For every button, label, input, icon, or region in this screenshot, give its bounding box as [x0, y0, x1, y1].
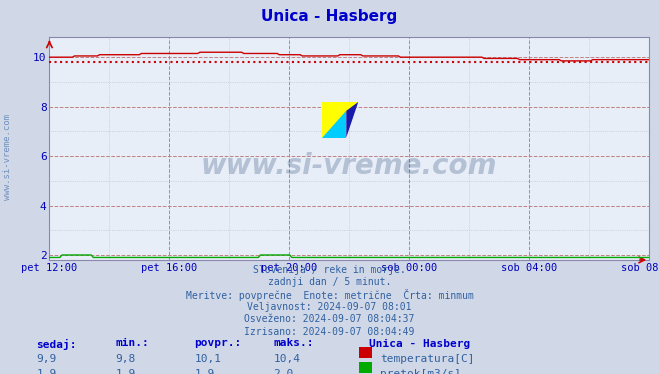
Text: min.:: min.: — [115, 338, 149, 349]
Text: pretok[m3/s]: pretok[m3/s] — [380, 369, 461, 374]
Polygon shape — [322, 102, 358, 138]
Text: sedaj:: sedaj: — [36, 338, 76, 349]
Text: Unica - Hasberg: Unica - Hasberg — [262, 9, 397, 24]
Text: 2,0: 2,0 — [273, 369, 294, 374]
Text: 10,4: 10,4 — [273, 354, 301, 364]
Text: zadnji dan / 5 minut.: zadnji dan / 5 minut. — [268, 277, 391, 287]
Text: Veljavnost: 2024-09-07 08:01: Veljavnost: 2024-09-07 08:01 — [247, 302, 412, 312]
Text: 1,9: 1,9 — [194, 369, 215, 374]
Polygon shape — [322, 111, 346, 138]
Text: www.si-vreme.com: www.si-vreme.com — [201, 153, 498, 181]
Text: www.si-vreme.com: www.si-vreme.com — [3, 114, 13, 200]
Text: 9,9: 9,9 — [36, 354, 57, 364]
Text: povpr.:: povpr.: — [194, 338, 242, 349]
Text: Osveženo: 2024-09-07 08:04:37: Osveženo: 2024-09-07 08:04:37 — [244, 314, 415, 324]
Text: temperatura[C]: temperatura[C] — [380, 354, 474, 364]
Text: Meritve: povprečne  Enote: metrične  Črta: minmum: Meritve: povprečne Enote: metrične Črta:… — [186, 289, 473, 301]
Text: 9,8: 9,8 — [115, 354, 136, 364]
Text: Slovenija / reke in morje.: Slovenija / reke in morje. — [253, 265, 406, 275]
Text: Izrisano: 2024-09-07 08:04:49: Izrisano: 2024-09-07 08:04:49 — [244, 327, 415, 337]
Text: 1,9: 1,9 — [115, 369, 136, 374]
Text: Unica - Hasberg: Unica - Hasberg — [369, 338, 471, 349]
Text: 1,9: 1,9 — [36, 369, 57, 374]
Text: 10,1: 10,1 — [194, 354, 221, 364]
Polygon shape — [346, 102, 358, 138]
Text: maks.:: maks.: — [273, 338, 314, 349]
